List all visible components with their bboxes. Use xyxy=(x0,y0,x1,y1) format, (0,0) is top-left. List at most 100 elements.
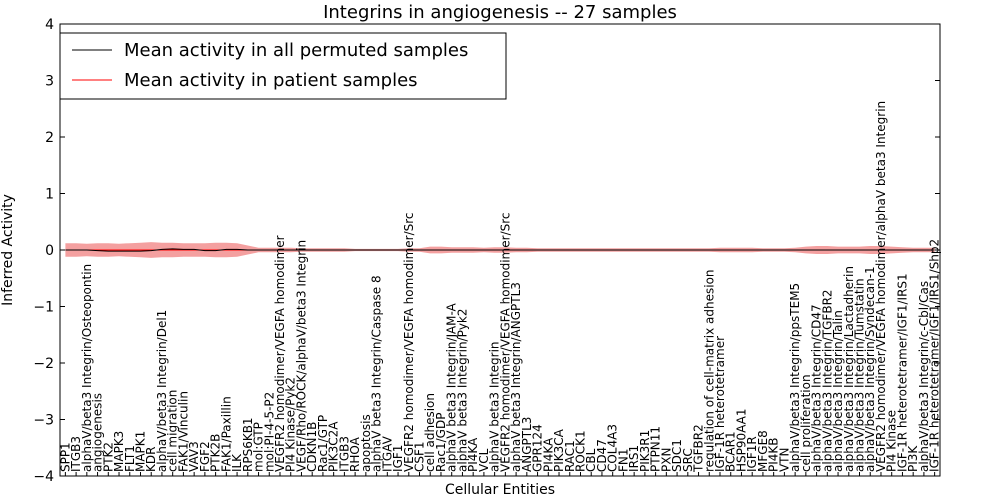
series-line-permuted xyxy=(65,248,935,252)
x-tick-label: MAPK3 xyxy=(112,431,126,472)
x-tick-label: ITGAV xyxy=(380,435,394,472)
x-tick-label: ROCK1 xyxy=(574,430,588,472)
x-tick-label: alphaV/beta3 Integrin/Talin xyxy=(831,310,845,472)
x-tick-label: CBL xyxy=(584,448,598,472)
x-axis-label: Cellular Entities xyxy=(445,482,555,498)
x-tick-label: apoptosis xyxy=(359,414,373,472)
x-tick-label: FLT1 xyxy=(123,445,137,472)
x-tick-label: IGF1R xyxy=(745,436,759,472)
y-tick-label: 1 xyxy=(45,187,54,203)
y-axis-label: Inferred Activity xyxy=(0,194,16,306)
x-tick-label: ITGB3 xyxy=(69,436,83,472)
chart-title: Integrins in angiogenesis -- 27 samples xyxy=(323,2,677,23)
x-tick-label: PIK3R1 xyxy=(638,430,652,472)
x-tick-label: PXN xyxy=(659,448,673,472)
x-tick-label: cell proliferation xyxy=(799,374,813,472)
x-tick-label: alphaV beta3 Integrin xyxy=(488,341,502,472)
x-tick-label: FGF2 xyxy=(198,441,212,472)
x-tick-label: alphaV beta3 Integrin/JAM-A xyxy=(445,302,459,472)
y-tick-label: −4 xyxy=(33,469,54,485)
legend-box xyxy=(59,32,507,100)
x-tick-label: FN1 xyxy=(616,448,630,472)
x-tick-label: angiogenesis xyxy=(91,393,105,472)
legend: Mean activity in all permuted samples Mea… xyxy=(59,32,507,100)
x-tick-label: PTPN11 xyxy=(649,426,663,472)
x-tick-label: FAK1/Vinculin xyxy=(176,391,190,472)
x-tick-label: RHOA xyxy=(348,436,362,472)
x-tick-label: FAK1/Paxillin xyxy=(219,396,233,472)
x-tick-label: PI4KB xyxy=(767,438,781,473)
x-tick-label: VAV3 xyxy=(187,441,201,472)
x-tick-label: IRS1 xyxy=(627,445,641,472)
x-tick-label: Rac1/GTP xyxy=(316,415,330,472)
x-tick-label: alphaV/beta3 Integrin/CD47 xyxy=(810,304,824,472)
x-tick-label: alphaV beta3 Integrin/ANGPTL3 xyxy=(509,282,523,472)
x-tick-label: alphaV/beta3 Integrin/c-Cbl/Cas xyxy=(917,281,931,472)
x-tick-label: alphaV/beta3 Integrin/Syndecan-1 xyxy=(863,266,877,472)
y-tick-label: −3 xyxy=(33,413,54,429)
y-tick-label: 0 xyxy=(45,243,54,259)
x-tick-label: IGF-1R heterotetramer/IGF1/IRS1/Shp2 xyxy=(928,239,942,472)
x-tick-label: Rac1/GDP xyxy=(434,413,448,472)
x-tick-label: cell adhesion xyxy=(423,393,437,472)
y-tick-label: 4 xyxy=(45,17,54,33)
x-tick-label: CSF1 xyxy=(413,441,427,472)
x-tick-label: SRC xyxy=(681,448,695,472)
x-tick-label: alphaV/beta3 Integrin/ppsTEM5 xyxy=(788,283,802,472)
x-tick-label: PTK2B xyxy=(209,434,223,472)
x-tick-label: IGF1 xyxy=(391,445,405,472)
x-tick-label: RAC1 xyxy=(563,440,577,472)
x-tick-label: alphaV/beta3 Integrin/TGFBR2 xyxy=(820,289,834,472)
x-tick-label: regulation of cell-matrix adhesion xyxy=(702,269,716,472)
x-tick-label: ANGPTL3 xyxy=(520,417,534,472)
legend-label: Mean activity in all permuted samples xyxy=(124,40,468,61)
x-tick-label: cell migration xyxy=(166,390,180,472)
x-tick-label: ILK xyxy=(230,453,244,472)
x-tick-label: mol:PI-4-5-P2 xyxy=(262,392,276,472)
x-tick-label: VEGFR2 homodimer/VEGFA homodimer/alphaV … xyxy=(874,101,888,472)
x-tick-label: VEGFR2 homodimer/VEGFA homodimer/Src xyxy=(498,212,512,472)
x-tick-label: VCL xyxy=(477,448,491,472)
x-tick-label: alphaV/beta3 Integrin/Del1 xyxy=(155,310,169,472)
x-tick-label: VEGFR2 homodimer/VEGFA homodimer/Src xyxy=(402,212,416,472)
x-tick-label: PI4 Kinase xyxy=(885,410,899,472)
x-tick-label: mol:GTP xyxy=(252,422,266,472)
x-tick-label: alphaV/beta3 Integrin/Tumstatin xyxy=(853,278,867,472)
x-tick-label: PI3K xyxy=(906,445,920,472)
y-tick-label: 2 xyxy=(45,130,54,146)
x-tick-label: CD47 xyxy=(595,439,609,472)
x-tick-label: MAPK1 xyxy=(134,431,148,472)
x-tick-label: PI4 Kinase/Pyk2 xyxy=(284,377,298,472)
y-tick-label: 3 xyxy=(45,74,54,90)
x-tick-label: BCAR1 xyxy=(724,431,738,472)
x-tick-label: IGF-1R heterotetramer xyxy=(713,336,727,472)
x-tick-label: VEGFR2 homodimer/VEGFA homodimer xyxy=(273,235,287,472)
x-tick-label: RPS6KB1 xyxy=(241,417,255,472)
x-tick-label: alphaV/beta3 Integrin/Osteopontin xyxy=(80,264,94,472)
y-tick-label: −2 xyxy=(33,356,54,372)
x-tick-label: PI4KA xyxy=(541,437,555,472)
x-tick-label: COL4A3 xyxy=(606,424,620,472)
x-tick-label: IGF-1R heterotetramer/IGF1/IRS1 xyxy=(895,273,909,472)
x-tick-label: SDC1 xyxy=(670,439,684,472)
x-tick-label: VEGF/Rho/ROCK/alphaV/beta3 Integrin xyxy=(295,240,309,472)
x-tick-label: alphaV beta3 Integrin/Pyk2 xyxy=(455,308,469,471)
y-tick-label: −1 xyxy=(33,300,54,316)
x-tick-label: VTN xyxy=(777,447,791,472)
x-tick-label: CDKN1B xyxy=(305,422,319,472)
x-tick-label: MFGE8 xyxy=(756,430,770,472)
legend-label: Mean activity in patient samples xyxy=(124,70,418,91)
x-tick-label: HSP90AA1 xyxy=(735,408,749,472)
x-tick-label: KDR xyxy=(144,447,158,472)
x-tick-label: alphaV beta3 Integrin/Caspase 8 xyxy=(370,275,384,472)
x-tick-label: PI4KA xyxy=(466,437,480,472)
x-tick-label: TGFBR2 xyxy=(692,424,706,473)
x-tick-label: SPP1 xyxy=(58,442,72,472)
x-tick-label: GPR124 xyxy=(531,424,545,472)
x-tick-label: PIK3CA xyxy=(552,428,566,472)
x-tick-label: PTK2 xyxy=(101,442,115,472)
x-tick-label: PIK3C2A xyxy=(327,421,341,472)
x-tick-label: alphaV/beta3 Integrin/Lactadherin xyxy=(842,266,856,472)
